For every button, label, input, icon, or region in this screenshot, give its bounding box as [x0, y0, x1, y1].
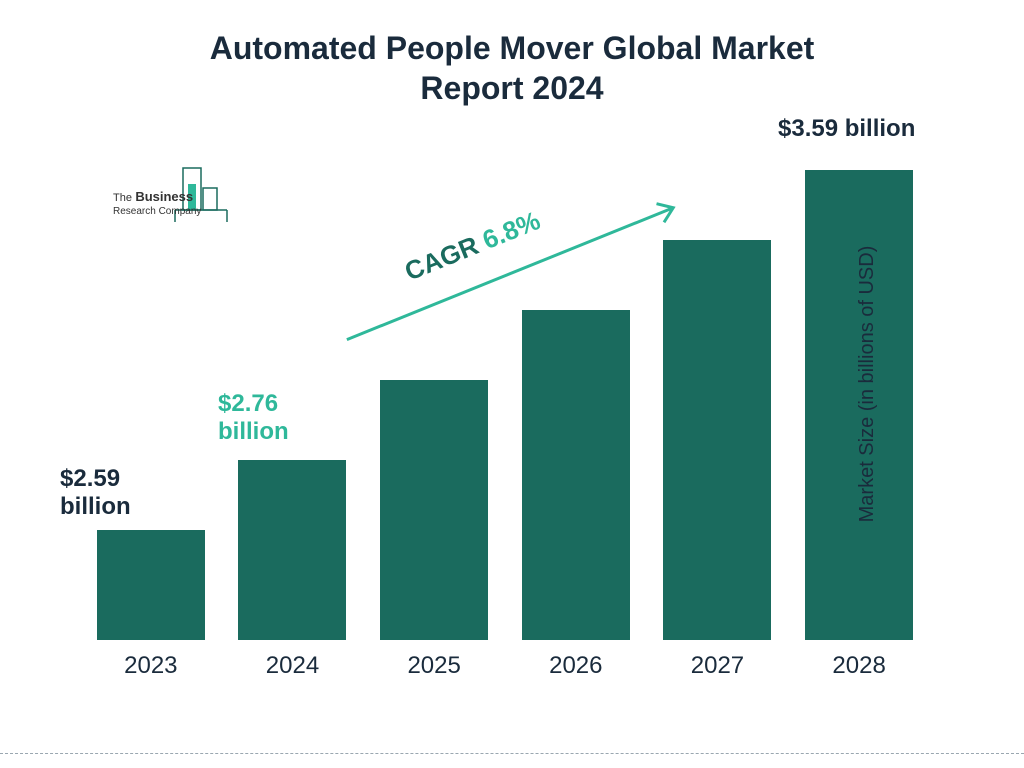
x-axis-label: 2027: [647, 652, 787, 680]
x-axis-label: 2023: [81, 652, 221, 680]
x-axis-labels: 202320242025202620272028: [80, 652, 930, 680]
x-axis-label: 2025: [364, 652, 504, 680]
chart-title: Automated People Mover Global Market Rep…: [0, 0, 1024, 108]
value-label: $2.59billion: [60, 465, 131, 520]
bar-column: [222, 460, 362, 640]
bar: [97, 530, 205, 640]
x-axis-label: 2024: [222, 652, 362, 680]
bar: [238, 460, 346, 640]
x-axis-label: 2028: [789, 652, 929, 680]
footer-dashed-line: [0, 753, 1024, 754]
x-axis-label: 2026: [506, 652, 646, 680]
value-label: $2.76billion: [218, 390, 289, 445]
y-axis-label: Market Size (in billions of USD): [856, 246, 879, 523]
value-label: $3.59 billion: [778, 115, 915, 143]
bar-column: [81, 530, 221, 640]
title-line-2: Report 2024: [0, 68, 1024, 108]
title-line-1: Automated People Mover Global Market: [0, 28, 1024, 68]
